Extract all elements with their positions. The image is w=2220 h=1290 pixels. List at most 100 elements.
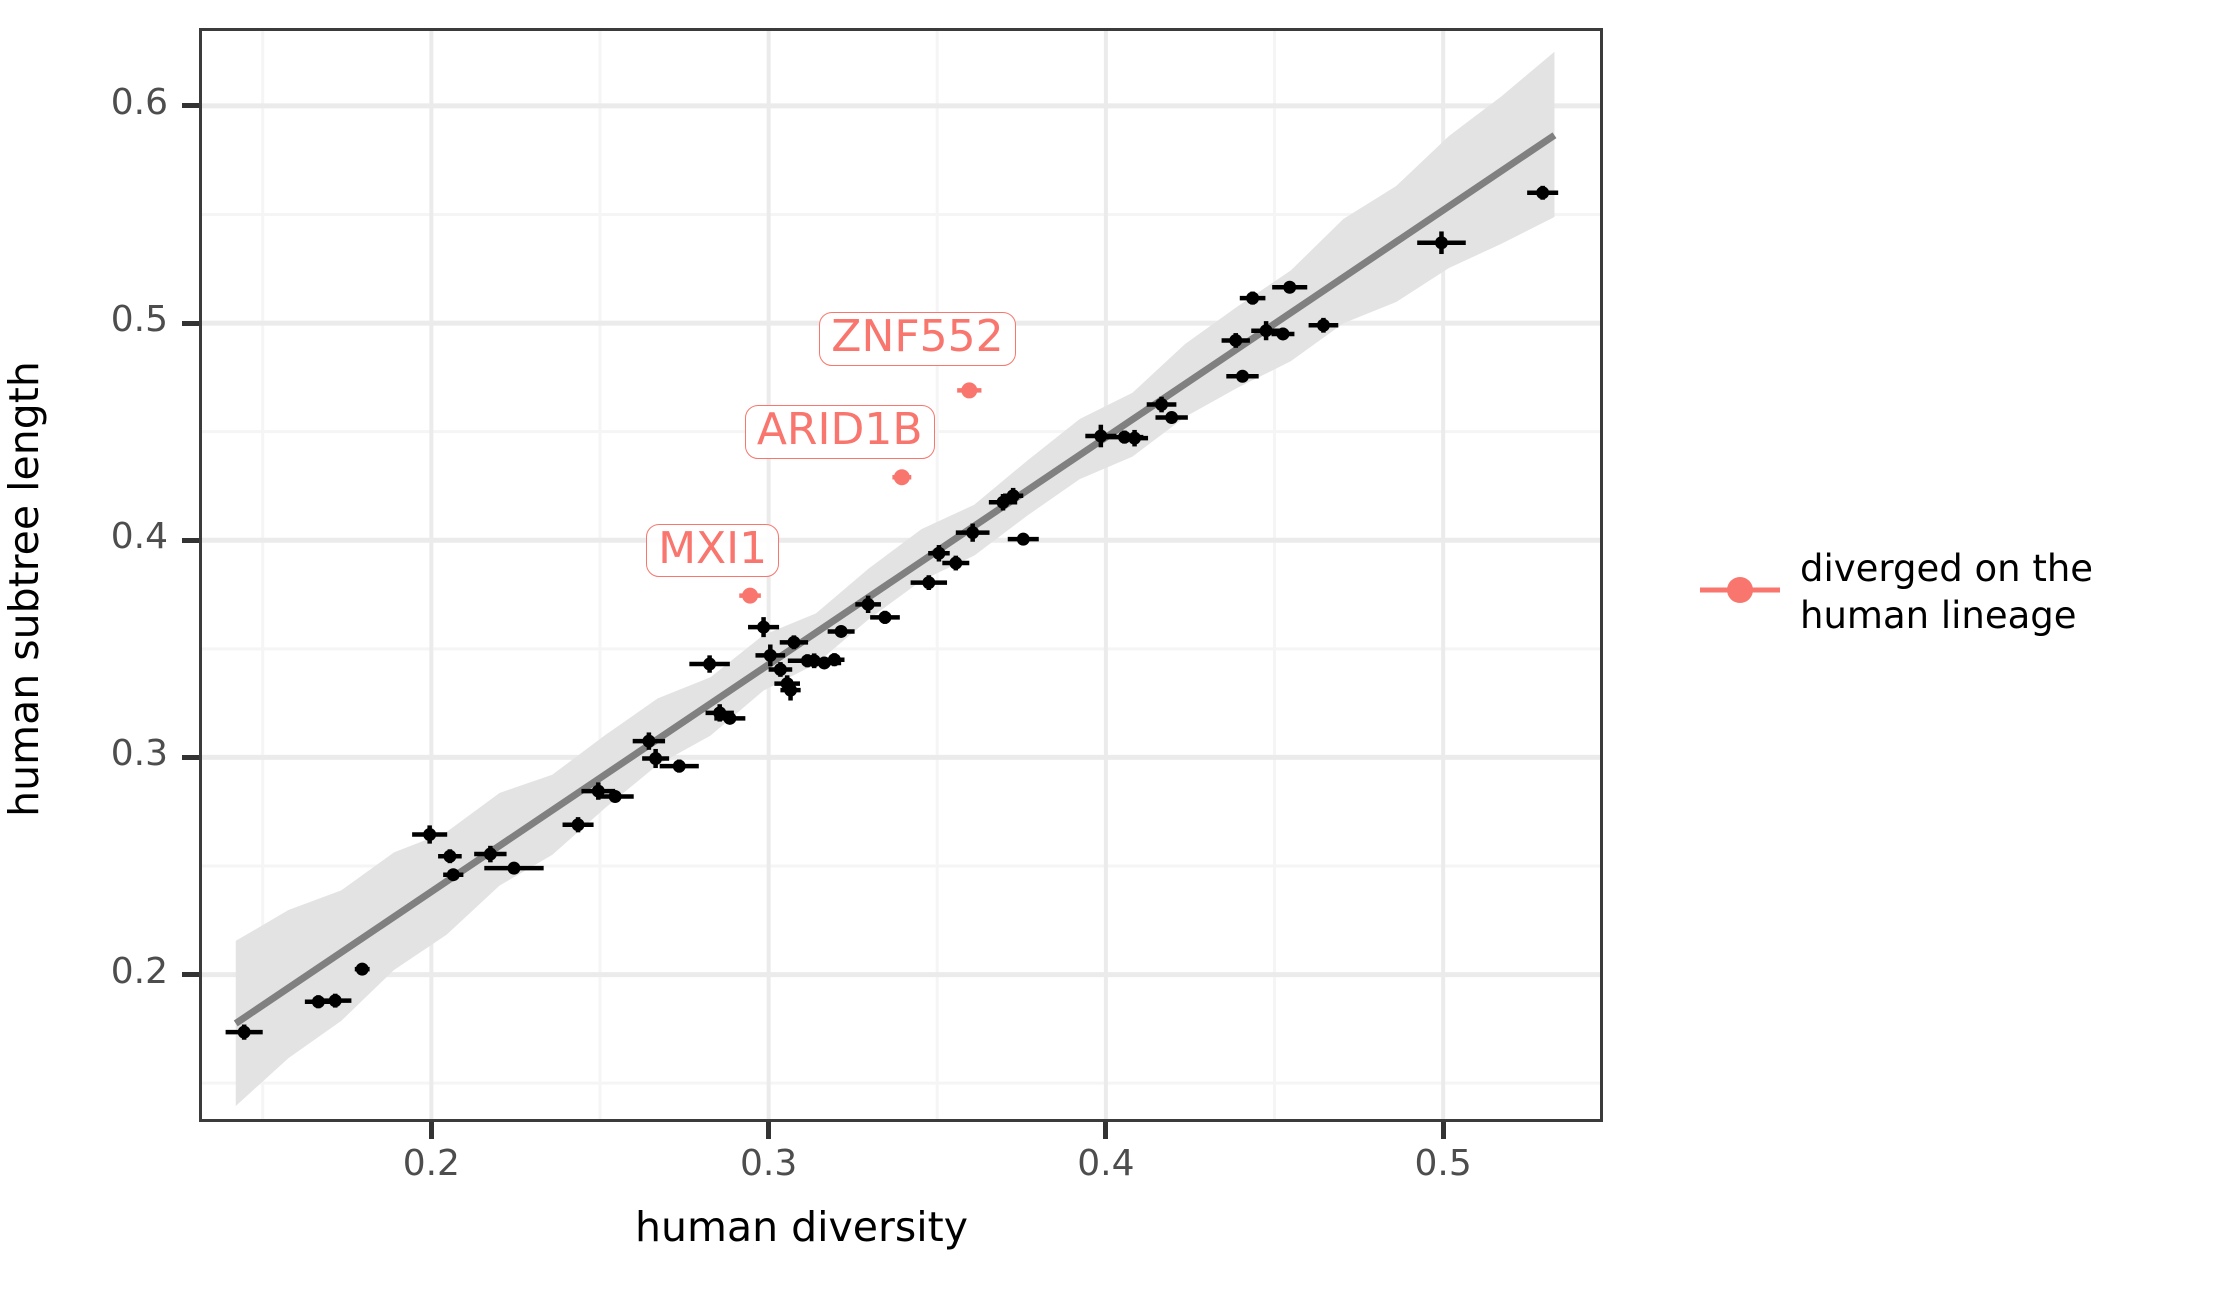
point-marker [507, 861, 521, 875]
y-tick-label: 0.3 [110, 733, 168, 775]
data-point [1121, 429, 1149, 447]
y-tick-mark [182, 320, 199, 326]
data-point [714, 711, 746, 725]
data-point [225, 1024, 263, 1040]
data-point [1417, 231, 1466, 255]
data-point [824, 653, 845, 667]
plot-panel: ZNF552 ARID1B MXI1 [199, 28, 1603, 1122]
data-point [1271, 327, 1295, 341]
y-tick-mark [182, 972, 199, 978]
point-marker [949, 556, 963, 570]
point-marker [922, 576, 936, 590]
data-point [827, 624, 855, 638]
data-point [1308, 317, 1339, 333]
data-point [855, 595, 881, 614]
legend-label-line2: human lineage [1800, 594, 2077, 637]
data-point [596, 790, 634, 804]
point-marker [1165, 411, 1179, 425]
x-tick-label: 0.3 [739, 1143, 798, 1184]
gene-label-arid1b: ARID1B [744, 405, 935, 460]
point-marker [961, 382, 978, 399]
data-point [1272, 280, 1308, 294]
data-point [779, 635, 809, 650]
point-marker [1155, 398, 1169, 412]
data-point [659, 759, 699, 773]
data-point [1155, 411, 1188, 425]
point-marker [784, 683, 798, 697]
y-tick-label: 0.6 [110, 81, 168, 123]
data-point [562, 817, 594, 833]
point-marker [443, 849, 457, 863]
point-marker [423, 828, 437, 842]
gene-label-znf552: ZNF552 [819, 312, 1016, 367]
point-marker [742, 587, 759, 604]
data-point [1007, 532, 1039, 546]
point-marker [237, 1025, 251, 1039]
point-marker [1536, 186, 1550, 200]
point-marker [878, 610, 892, 624]
data-point [319, 993, 352, 1008]
point-marker [483, 847, 497, 861]
point-marker [773, 662, 787, 676]
data-point [354, 962, 370, 976]
data-point [443, 868, 464, 882]
point-marker [861, 597, 875, 611]
point-marker [787, 635, 801, 649]
point-marker [1094, 429, 1108, 443]
data-point [689, 655, 730, 673]
point-marker [446, 868, 460, 882]
data-point [910, 575, 948, 590]
legend-label-line1: diverged on the [1800, 547, 2094, 590]
data-point [957, 382, 982, 399]
x-tick-label: 0.4 [1077, 1143, 1135, 1184]
point-marker [723, 711, 737, 725]
data-point [955, 523, 990, 542]
y-tick-mark [182, 537, 199, 543]
point-marker [1276, 327, 1290, 341]
point-marker [642, 734, 656, 748]
data-point-group [225, 185, 1559, 1040]
y-tick-label: 0.2 [110, 950, 168, 992]
y-tick-label: 0.5 [110, 299, 168, 341]
point-marker [996, 495, 1010, 509]
data-point [748, 617, 780, 638]
data-point [928, 545, 950, 562]
point-marker [608, 790, 622, 804]
data-point [780, 679, 801, 701]
y-tick-mark [182, 103, 199, 109]
data-point [870, 610, 900, 624]
point-marker [672, 759, 686, 773]
gene-label-mxi1: MXI1 [646, 523, 780, 578]
y-tick-label: 0.4 [110, 516, 168, 558]
data-point [412, 825, 448, 844]
point-marker [1246, 291, 1260, 305]
x-tick-label: 0.5 [1414, 1143, 1472, 1184]
point-marker [1283, 280, 1297, 294]
x-tick-mark [428, 1122, 434, 1139]
point-marker [966, 526, 980, 540]
data-point [1221, 333, 1250, 348]
point-marker [827, 653, 841, 667]
point-marker [1235, 369, 1249, 383]
data-point [438, 849, 462, 864]
point-marker [932, 546, 946, 560]
y-tick-mark [182, 754, 199, 760]
data-point [942, 555, 970, 571]
point-marker [1259, 324, 1273, 338]
data-point [1251, 321, 1281, 341]
data-point [1226, 369, 1259, 383]
point-marker [1128, 431, 1142, 445]
point-marker [328, 994, 342, 1008]
data-point [474, 845, 507, 863]
data-point [1527, 185, 1559, 200]
point-marker [757, 620, 771, 634]
data-point [739, 587, 761, 604]
data-point [892, 469, 912, 486]
data-point [642, 748, 670, 769]
data-point [1146, 396, 1177, 413]
data-point [768, 662, 793, 677]
point-marker [1016, 532, 1030, 546]
point-marker [834, 624, 848, 638]
plot-canvas [202, 31, 1600, 1119]
